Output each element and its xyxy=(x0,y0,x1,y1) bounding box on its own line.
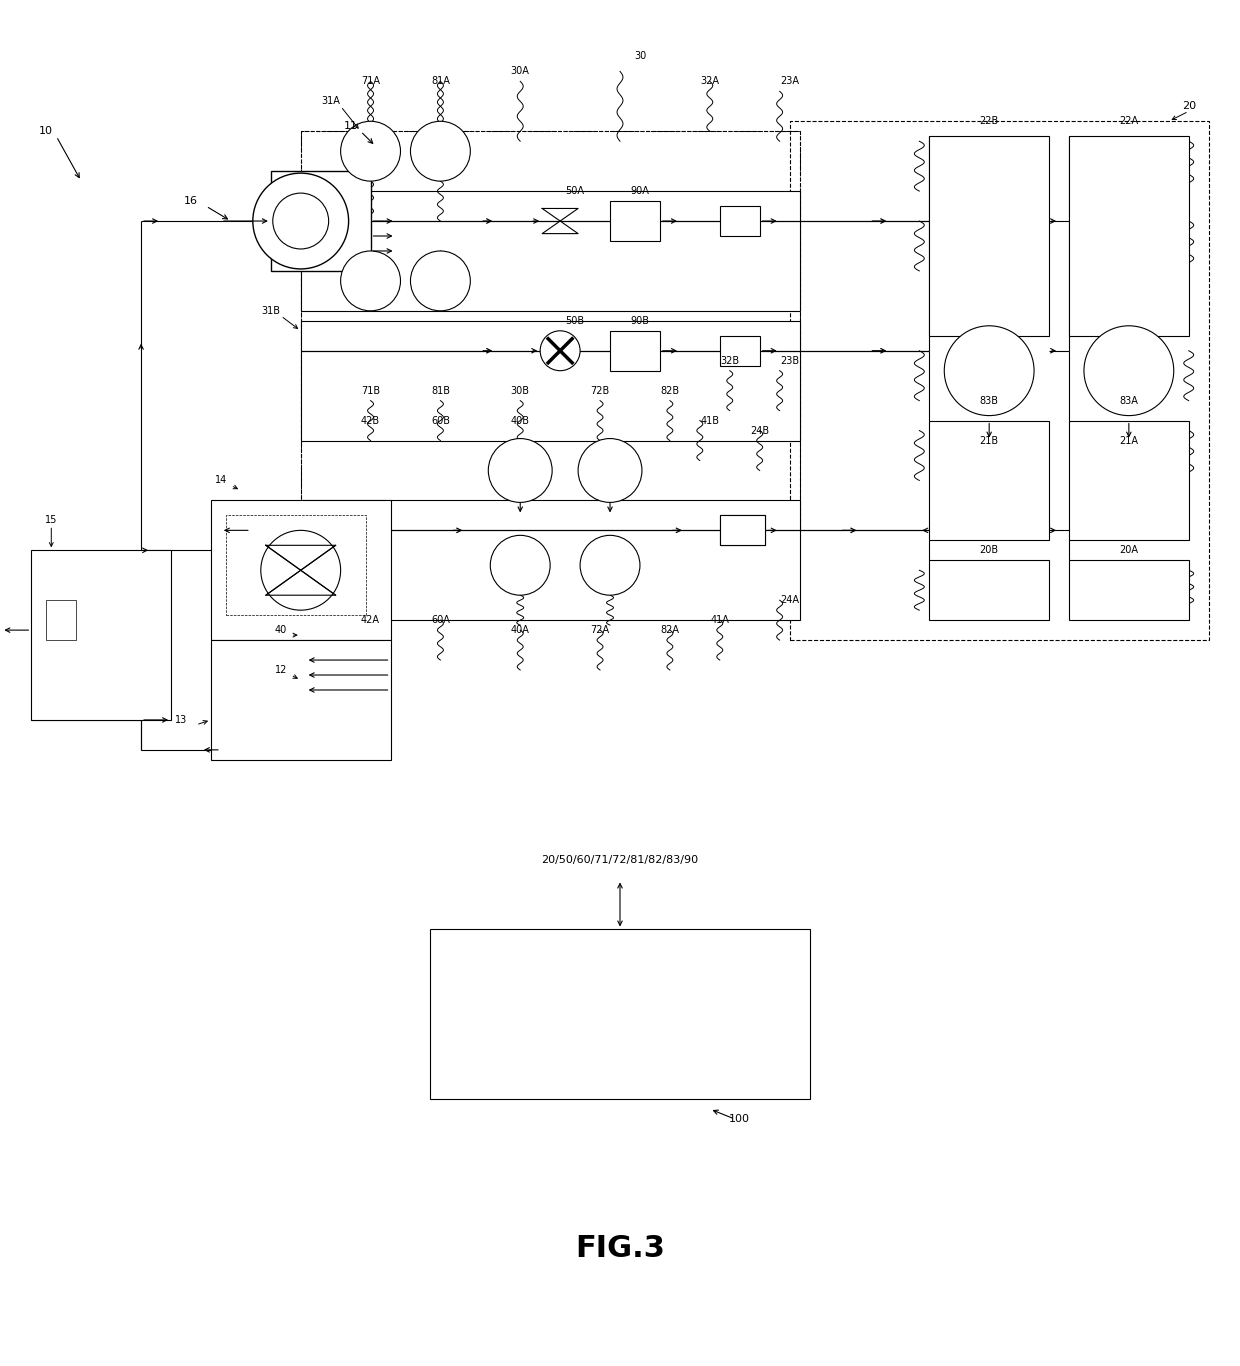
Text: 40B: 40B xyxy=(511,415,529,426)
Circle shape xyxy=(945,326,1034,415)
Bar xyxy=(719,336,760,366)
Bar xyxy=(1069,560,1189,620)
Bar xyxy=(610,331,660,370)
Bar xyxy=(719,515,765,545)
Text: 81A: 81A xyxy=(432,76,450,86)
Text: 22A: 22A xyxy=(1120,116,1138,126)
Bar xyxy=(301,191,800,311)
Text: 82A: 82A xyxy=(661,626,680,635)
Text: 40: 40 xyxy=(274,626,286,635)
Text: 10: 10 xyxy=(40,126,53,137)
Text: 50B: 50B xyxy=(565,316,585,326)
Text: 31B: 31B xyxy=(262,306,280,316)
Text: 41A: 41A xyxy=(711,615,729,626)
Text: 71A: 71A xyxy=(361,76,381,86)
Text: 11: 11 xyxy=(343,122,357,131)
Text: 60B: 60B xyxy=(432,415,450,426)
Text: 20B: 20B xyxy=(980,545,998,556)
Polygon shape xyxy=(542,209,578,234)
Bar xyxy=(301,441,800,620)
Bar xyxy=(929,421,1049,541)
Circle shape xyxy=(410,122,470,182)
Text: 23B: 23B xyxy=(780,355,800,366)
Text: 81B: 81B xyxy=(432,385,450,396)
Text: 90A: 90A xyxy=(630,186,650,197)
Circle shape xyxy=(410,251,470,311)
Text: 21A: 21A xyxy=(1120,436,1138,445)
Circle shape xyxy=(580,535,640,596)
Text: 42A: 42A xyxy=(361,615,381,626)
Circle shape xyxy=(490,535,551,596)
Bar xyxy=(719,515,765,545)
Text: 90B: 90B xyxy=(630,316,650,326)
Bar xyxy=(301,131,800,321)
Bar xyxy=(31,550,171,720)
Circle shape xyxy=(1084,326,1174,415)
Circle shape xyxy=(541,331,580,370)
Bar xyxy=(211,500,391,641)
Bar xyxy=(610,201,660,240)
Text: 83A: 83A xyxy=(1120,396,1138,406)
Text: 72A: 72A xyxy=(590,626,610,635)
Text: 32A: 32A xyxy=(701,76,719,86)
Text: 20: 20 xyxy=(1182,101,1195,111)
Text: 13: 13 xyxy=(175,714,187,725)
Circle shape xyxy=(578,438,642,503)
Text: 16: 16 xyxy=(184,197,198,206)
Text: 41B: 41B xyxy=(701,415,719,426)
Text: 23A: 23A xyxy=(780,76,799,86)
Bar xyxy=(929,560,1049,620)
Text: 12: 12 xyxy=(274,665,286,675)
Text: 21B: 21B xyxy=(980,436,998,445)
Text: 100: 100 xyxy=(729,1115,750,1124)
Text: 14: 14 xyxy=(215,475,227,485)
Text: 42B: 42B xyxy=(361,415,381,426)
Text: 60A: 60A xyxy=(432,615,450,626)
Polygon shape xyxy=(265,545,336,570)
Bar xyxy=(719,206,760,236)
Text: 24A: 24A xyxy=(780,596,799,605)
Bar xyxy=(1069,421,1189,541)
Text: 20/50/60/71/72/81/82/83/90: 20/50/60/71/72/81/82/83/90 xyxy=(542,855,698,865)
Bar xyxy=(301,321,800,530)
Text: 24B: 24B xyxy=(750,426,769,436)
Bar xyxy=(301,500,800,620)
Text: 50A: 50A xyxy=(565,186,584,197)
Text: 30B: 30B xyxy=(511,385,529,396)
Text: 15: 15 xyxy=(45,515,57,526)
Bar xyxy=(301,321,800,441)
Bar xyxy=(46,600,76,641)
Circle shape xyxy=(253,173,348,269)
Bar xyxy=(270,171,371,270)
Bar xyxy=(211,641,391,759)
Text: 83B: 83B xyxy=(980,396,998,406)
Text: 22B: 22B xyxy=(980,116,998,126)
Text: 71B: 71B xyxy=(361,385,381,396)
Circle shape xyxy=(260,530,341,611)
Text: FIG.3: FIG.3 xyxy=(575,1235,665,1264)
Circle shape xyxy=(273,193,329,249)
Bar xyxy=(1069,137,1189,336)
Text: 30: 30 xyxy=(634,52,646,61)
Text: 72B: 72B xyxy=(590,385,610,396)
Text: 30A: 30A xyxy=(511,67,529,76)
Text: 31A: 31A xyxy=(321,97,340,107)
Circle shape xyxy=(341,251,401,311)
Bar xyxy=(790,122,1209,641)
Text: 40A: 40A xyxy=(511,626,529,635)
Text: 32B: 32B xyxy=(720,355,739,366)
Circle shape xyxy=(341,122,401,182)
Text: 82B: 82B xyxy=(661,385,680,396)
Circle shape xyxy=(489,438,552,503)
Bar xyxy=(226,515,366,615)
Bar xyxy=(301,131,800,530)
Bar xyxy=(430,929,810,1100)
Bar xyxy=(929,137,1049,336)
Text: 20A: 20A xyxy=(1120,545,1138,556)
